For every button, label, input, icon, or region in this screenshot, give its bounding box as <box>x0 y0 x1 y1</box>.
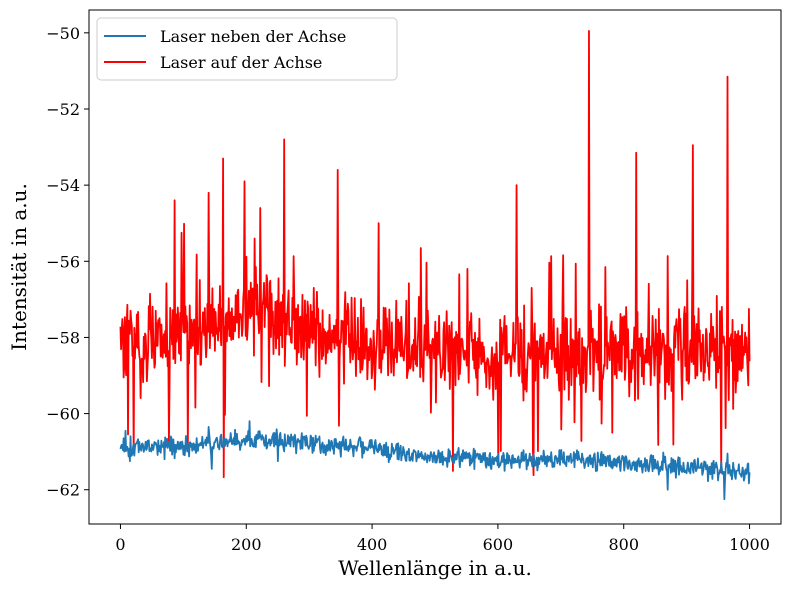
y-tick-label: −50 <box>46 24 80 43</box>
y-tick-label: −54 <box>46 176 80 195</box>
legend-label-laser-auf: Laser auf der Achse <box>160 53 322 72</box>
y-tick-label: −60 <box>46 405 80 424</box>
y-tick-label: −56 <box>46 252 80 271</box>
x-axis: 0 200 400 600 800 1000 <box>115 524 770 554</box>
plot-frame <box>88 9 782 525</box>
legend-box <box>96 17 398 81</box>
x-tick-label: 200 <box>231 535 262 554</box>
y-axis-label: Intensität in a.u. <box>7 183 31 351</box>
x-tick-label: 1000 <box>729 535 770 554</box>
legend-label-laser-neben: Laser neben der Achse <box>160 27 346 46</box>
y-tick-label: −62 <box>46 481 80 500</box>
x-tick-label: 800 <box>608 535 639 554</box>
series-line-laser-auf <box>119 30 751 479</box>
y-axis: −62 −60 −58 −56 −54 −52 −50 <box>46 24 89 500</box>
y-tick-label: −52 <box>46 100 80 119</box>
x-tick-label: 0 <box>115 535 125 554</box>
x-tick-label: 400 <box>357 535 388 554</box>
x-axis-label: Wellenlänge in a.u. <box>338 556 532 580</box>
series-line-laser-neben <box>119 420 751 501</box>
x-tick-label: 600 <box>483 535 514 554</box>
legend: Laser neben der Achse Laser auf der Achs… <box>96 17 398 81</box>
y-tick-label: −58 <box>46 328 80 347</box>
series-layer <box>119 30 751 501</box>
